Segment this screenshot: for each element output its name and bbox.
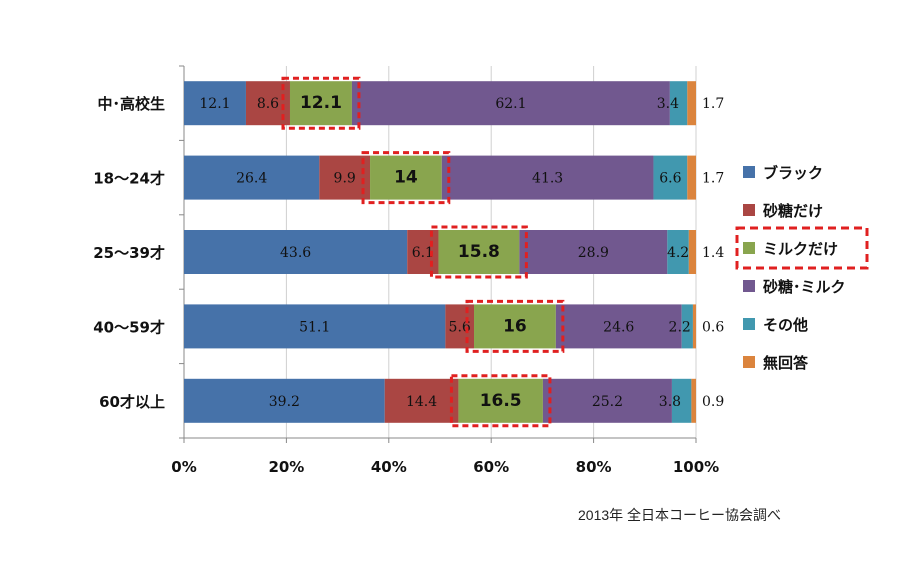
data-label: 4.2 [667, 245, 689, 261]
legend-label: ブラック [763, 164, 823, 182]
bar-segment [667, 230, 689, 274]
data-label: 6.1 [412, 245, 434, 261]
bar-segment [688, 230, 696, 274]
legend-highlight-box [735, 226, 869, 270]
data-label: 16 [503, 316, 527, 336]
data-label: 5.6 [449, 319, 471, 335]
bar-segment [289, 81, 352, 126]
data-label: 51.1 [299, 319, 330, 335]
bar-segment [653, 155, 688, 200]
bars [184, 81, 696, 423]
legend-swatch [743, 242, 755, 254]
data-label: 1.7 [702, 171, 724, 187]
data-label: 26.4 [236, 171, 267, 187]
data-label: 0.6 [702, 319, 724, 335]
bar-segment [687, 155, 696, 200]
bar-segment [519, 230, 668, 274]
category-label: 60才以上 [99, 393, 165, 411]
x-tick-label: 0% [171, 458, 196, 476]
category-label: 中･高校生 [97, 95, 165, 113]
bar-segment [687, 81, 696, 126]
bar-segment [184, 81, 246, 126]
highlight-box [281, 76, 361, 130]
legend-swatch [743, 204, 755, 216]
highlight-box [361, 151, 451, 205]
bar-segment [441, 155, 654, 200]
bar-segment [555, 304, 682, 349]
legend-swatch [743, 166, 755, 178]
data-label: 15.8 [458, 242, 500, 262]
data-label: 16.5 [480, 391, 522, 411]
bar-segment [184, 378, 385, 423]
data-label: 43.6 [280, 245, 311, 261]
bar-segment [671, 378, 692, 423]
bar-segment [691, 378, 696, 423]
x-tick-label: 20% [268, 458, 304, 476]
legend-label: 無回答 [763, 354, 809, 372]
legend-label: 砂糖だけ [763, 202, 823, 220]
data-label: 6.6 [659, 171, 681, 187]
bar-segment [542, 378, 672, 423]
bar-segment [445, 304, 475, 349]
x-tick-label: 40% [371, 458, 407, 476]
x-tick-label: 60% [473, 458, 509, 476]
bar-segment [458, 378, 543, 423]
legend-swatch [743, 356, 755, 368]
data-label: 2.2 [669, 319, 691, 335]
x-tick-label: 80% [576, 458, 612, 476]
data-label: 24.6 [603, 319, 634, 335]
highlight-box [429, 225, 528, 279]
bar-segment [370, 155, 442, 200]
highlight-box [449, 374, 552, 428]
data-label: 0.9 [702, 394, 724, 410]
legend-label: その他 [763, 316, 808, 334]
data-label: 39.2 [269, 394, 300, 410]
value-labels: 12.1 8.6 12.1 62.1 3.4 1.7 26.4 9.9 14 41.3 6.6 1.7… [199, 76, 724, 428]
legend-label: ミルクだけ [763, 240, 838, 258]
bar-segment [351, 81, 670, 126]
bar-segment [669, 81, 688, 126]
data-label: 62.1 [495, 96, 526, 112]
legend-swatch [743, 318, 755, 330]
data-label: 9.9 [334, 171, 356, 187]
bar-segment [407, 230, 439, 274]
data-label: 1.4 [702, 245, 724, 261]
x-tick-label: 100% [673, 458, 719, 476]
bar-segment [184, 155, 320, 200]
data-label: 25.2 [592, 394, 623, 410]
bar-segment [384, 378, 459, 423]
data-label: 12.1 [300, 93, 342, 113]
legend-label: 砂糖･ミルク [763, 278, 846, 296]
data-label: 28.9 [578, 245, 609, 261]
data-label: 14 [394, 168, 418, 188]
x-tick-labels: 0% 20% 40% 60% 80% 100% [171, 458, 719, 476]
bar-segment [692, 304, 696, 349]
data-label: 3.8 [659, 394, 681, 410]
bar-segment [438, 230, 520, 274]
data-label: 1.7 [702, 96, 724, 112]
data-label: 41.3 [532, 171, 563, 187]
bar-segment [474, 304, 556, 349]
data-label: 3.4 [657, 96, 679, 112]
source-note: 2013年 全日本コーヒー協会調べ [578, 507, 782, 523]
category-labels: 中･高校生 18～24才 25～39才 40～59才 60才以上 [93, 95, 165, 411]
data-label: 12.1 [199, 96, 230, 112]
bar-segment [681, 304, 693, 349]
category-label: 25～39才 [93, 244, 165, 262]
bar-segment [184, 230, 408, 274]
category-label: 40～59才 [93, 318, 165, 336]
bar-segment [184, 304, 446, 349]
data-label: 8.6 [257, 96, 279, 112]
data-label: 14.4 [406, 394, 437, 410]
category-label: 18～24才 [93, 170, 165, 188]
highlight-box [465, 299, 565, 353]
legend-swatch [743, 280, 755, 292]
